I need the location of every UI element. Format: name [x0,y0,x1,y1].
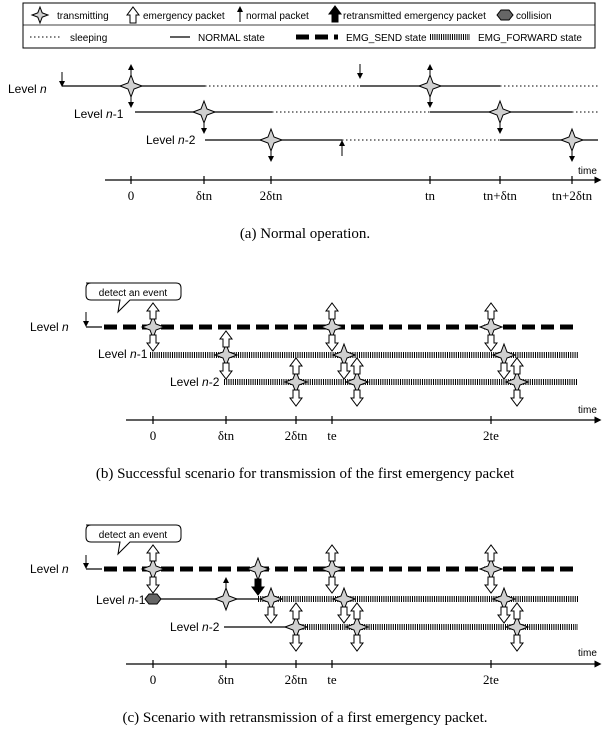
tick-label-c: δtn [218,672,235,687]
tick-label-c: 0 [150,672,157,687]
emergency-packet-down [497,606,511,624]
emergency-packet-up [289,357,303,375]
level-n-label-a: Level n [8,82,47,96]
tick-label-a: tn+δtn [483,188,517,203]
tick-label-b: 2δtn [285,428,308,443]
emergency-packet-down [484,334,498,352]
emergency-packet-down [146,334,160,352]
legend-retransmitted: retransmitted emergency packet [343,11,486,22]
emergency-packet-up [350,357,364,375]
emergency-packet-down [289,634,303,652]
emergency-packet-down [219,362,233,380]
legend-transmitting: transmitting [57,11,109,22]
emergency-packet-up [325,544,339,562]
emergency-packet-down [497,362,511,380]
level-n2-label-b: Level n-2 [170,375,220,389]
emergency-packet-down [350,389,364,407]
emergency-packet-up [510,602,524,620]
emergency-packet-up [350,602,364,620]
collision-icon [496,9,514,21]
emergency-packet-down [484,576,498,594]
level-n2-label-c: Level n-2 [170,620,220,634]
legend-sleeping: sleeping [70,33,107,44]
detect-event-callout [85,524,182,556]
tick-label-b: te [327,428,337,443]
transmit-marker [119,74,143,98]
emergency-packet-down [350,634,364,652]
detect-event-callout [85,282,182,314]
emergency-packet-up [484,302,498,320]
legend-box [22,2,596,49]
emergency-packet-down [510,634,524,652]
transmit-marker [418,74,442,98]
caption-b: (b) Successful scenario for transmission… [96,466,515,482]
emergency-packet-down [325,576,339,594]
detect-event-label-b: detect an event [99,288,168,299]
collision-marker [144,593,162,605]
emergency-packet-down [264,606,278,624]
emergency-packet-down [337,362,351,380]
transmit-marker [246,557,270,581]
legend-emg-send: EMG_SEND state [346,33,427,44]
emergency-packet-down [325,334,339,352]
transmit-marker [214,587,238,611]
emergency-packet-down [289,389,303,407]
level-n-label-c: Level n [30,562,69,576]
tick-label-a: tn [425,188,436,203]
legend-normal-state: NORMAL state [198,33,265,44]
panel-b: detect an event Level n Level n-1 Level … [30,282,602,482]
retransmitted-packet-marker [251,578,265,596]
panel-c: detect an event Level n Level n-1 Level … [30,524,602,726]
emergency-packet-up [146,544,160,562]
detect-event-label-c: detect an event [99,530,168,541]
emergency-packet-up [325,302,339,320]
caption-c: (c) Scenario with retransmission of a fi… [122,710,487,726]
tick-label-b: 0 [150,428,157,443]
legend-emergency-packet: emergency packet [143,11,225,22]
tick-label-a: tn+2δtn [552,188,593,203]
transmit-marker [192,100,216,124]
emergency-packet-up [484,544,498,562]
transmit-marker [560,128,584,152]
level-n1-label-a: Level n-1 [74,107,124,121]
emergency-packet-up [510,357,524,375]
emergency-packet-up [289,602,303,620]
legend-normal-packet: normal packet [246,11,309,22]
legend-emg-forward: EMG_FORWARD state [478,33,582,44]
tick-label-b: δtn [218,428,235,443]
level-n1-label-b: Level n-1 [98,347,148,361]
tick-label-b: 2te [483,428,499,443]
axis-label-a: time [578,166,597,177]
level-n2-label-a: Level n-2 [146,133,196,147]
emergency-packet-down [510,389,524,407]
transmit-marker [488,100,512,124]
caption-a: (a) Normal operation. [240,226,370,242]
emergency-packet-up [219,330,233,348]
tick-label-c: 2δtn [285,672,308,687]
tick-label-c: te [327,672,337,687]
tick-label-a: δtn [196,188,213,203]
tick-label-a: 0 [128,188,135,203]
level-n-label-b: Level n [30,320,69,334]
emergency-packet-down [146,576,160,594]
axis-label-b: time [578,405,597,416]
emergency-packet-up [146,302,160,320]
emergency-packet-down [337,606,351,624]
tick-label-a: 2δtn [260,188,283,203]
transmit-marker [259,128,283,152]
panel-a: Level n Level n-1 Level n-2 [8,64,602,242]
level-n1-label-c: Level n-1 [96,593,146,607]
retransmitted-packet-icon [328,5,342,23]
legend-collision: collision [516,11,552,22]
legend: transmitting emergency packet normal pac… [22,2,596,49]
axis-label-c: time [578,648,597,659]
tick-label-c: 2te [483,672,499,687]
